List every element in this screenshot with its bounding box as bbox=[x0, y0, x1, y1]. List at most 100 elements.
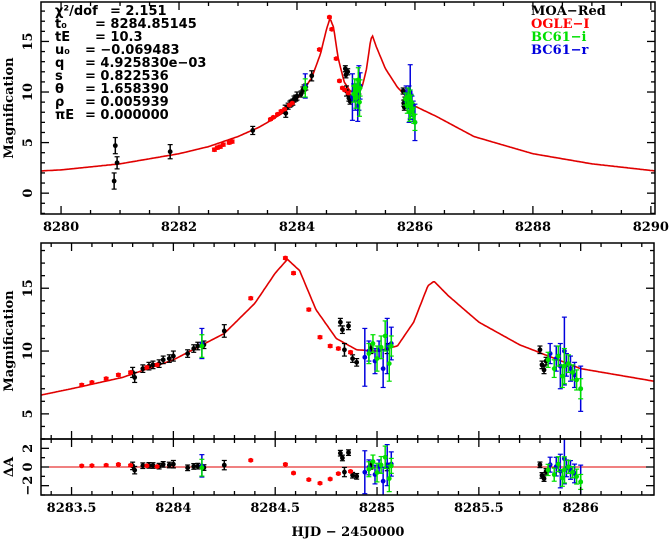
legend-bc61-i: BC61−i bbox=[531, 30, 587, 45]
data-point-ogle-i bbox=[289, 100, 295, 106]
data-marker bbox=[79, 463, 85, 469]
param-s-label: s bbox=[55, 69, 63, 84]
data-marker bbox=[345, 90, 351, 96]
data-point-ogle-i bbox=[326, 14, 332, 20]
data-marker bbox=[329, 26, 335, 32]
data-marker bbox=[570, 370, 575, 375]
data-point-ogle-i bbox=[128, 462, 134, 468]
data-point-ogle-i bbox=[144, 364, 150, 370]
data-marker bbox=[366, 466, 372, 472]
param-q-label: q bbox=[55, 56, 64, 71]
data-marker bbox=[199, 343, 205, 349]
data-marker bbox=[144, 463, 150, 469]
data-point-moa-red bbox=[309, 70, 315, 82]
data-marker bbox=[350, 356, 355, 361]
data-point-ogle-i bbox=[291, 470, 297, 476]
zoom-frame bbox=[40, 242, 655, 440]
data-marker bbox=[150, 362, 156, 368]
overview-y-tick-label: 5 bbox=[21, 138, 36, 147]
data-marker bbox=[568, 366, 573, 372]
data-point-bc61-i bbox=[370, 334, 376, 353]
data-marker bbox=[89, 380, 95, 385]
data-point-bc61-i bbox=[388, 457, 394, 474]
data-marker bbox=[140, 366, 146, 372]
data-marker bbox=[412, 119, 418, 125]
data-point-ogle-i bbox=[291, 270, 297, 276]
data-point-moa-red bbox=[114, 156, 120, 170]
data-point-moa-red bbox=[160, 355, 166, 365]
data-marker bbox=[555, 461, 561, 467]
data-marker bbox=[541, 476, 547, 481]
data-marker bbox=[327, 14, 332, 20]
data-point-bc61-i bbox=[551, 467, 557, 482]
data-marker bbox=[345, 69, 351, 75]
data-point-moa-red bbox=[170, 459, 176, 469]
data-point-bc61-r bbox=[362, 450, 368, 495]
data-marker bbox=[221, 462, 227, 468]
data-point-ogle-i bbox=[89, 380, 95, 385]
data-point-moa-red bbox=[354, 472, 360, 480]
data-point-moa-red bbox=[18, 394, 23, 404]
overview-x-tick-label: 8280 bbox=[43, 220, 79, 235]
data-marker bbox=[283, 110, 289, 116]
zoom-y-tick-label: 15 bbox=[21, 279, 36, 297]
data-point-bc61-i bbox=[561, 456, 567, 484]
param-te-label: tE bbox=[55, 30, 70, 45]
data-point-ogle-i bbox=[335, 471, 341, 477]
data-marker bbox=[185, 351, 191, 356]
data-marker bbox=[566, 464, 571, 470]
data-marker bbox=[380, 366, 386, 372]
data-marker bbox=[221, 328, 227, 334]
data-marker bbox=[366, 351, 372, 356]
data-point-moa-red bbox=[191, 344, 197, 353]
data-point-bc61-i bbox=[374, 345, 380, 372]
data-point-moa-red bbox=[339, 325, 345, 335]
data-marker bbox=[112, 143, 118, 149]
zoom-y-tick-label: 5 bbox=[21, 409, 36, 418]
data-point-bc61-i bbox=[578, 378, 584, 400]
data-marker bbox=[333, 56, 339, 62]
data-point-ogle-i bbox=[229, 139, 235, 144]
data-point-ogle-i bbox=[327, 476, 333, 482]
data-point-moa-red bbox=[341, 342, 347, 357]
data-point-bc61-r bbox=[572, 361, 578, 389]
data-marker bbox=[561, 363, 567, 369]
residual-x-tick-label: 8285 bbox=[359, 501, 395, 516]
data-point-moa-red bbox=[283, 108, 289, 118]
data-point-ogle-i bbox=[128, 370, 134, 375]
data-marker bbox=[154, 362, 160, 368]
data-point-bc61-i bbox=[551, 359, 557, 379]
data-marker bbox=[291, 270, 296, 276]
data-marker bbox=[340, 327, 345, 333]
overview-x-tick-label: 8290 bbox=[633, 220, 669, 235]
data-marker bbox=[103, 462, 109, 468]
data-marker bbox=[545, 467, 551, 473]
data-point-bc61-i bbox=[199, 458, 205, 477]
data-marker bbox=[374, 470, 380, 475]
residual-x-tick-label: 8283.5 bbox=[47, 501, 97, 516]
data-point-moa-red bbox=[221, 324, 227, 338]
data-marker bbox=[555, 353, 561, 359]
data-point-moa-red bbox=[195, 462, 201, 470]
residual-plot-area bbox=[41, 439, 654, 495]
param-theta-value: = 1.658390 bbox=[85, 82, 169, 97]
data-marker bbox=[382, 454, 388, 460]
data-point-bc61-i bbox=[570, 465, 576, 479]
data-point-bc61-i bbox=[574, 369, 580, 391]
legend-moa: MOA−Red bbox=[531, 4, 606, 19]
zoom-plot-area bbox=[18, 255, 654, 412]
data-marker bbox=[342, 347, 347, 353]
data-point-bc61-i bbox=[199, 334, 205, 358]
data-point-ogle-i bbox=[103, 376, 109, 382]
data-point-ogle-i bbox=[115, 462, 121, 467]
data-marker bbox=[166, 462, 172, 468]
data-point-moa-red bbox=[250, 125, 256, 136]
data-marker bbox=[570, 469, 575, 475]
data-point-moa-red bbox=[140, 462, 146, 470]
data-marker bbox=[388, 463, 394, 469]
data-marker bbox=[346, 323, 351, 329]
data-marker bbox=[140, 463, 146, 469]
data-marker bbox=[185, 465, 191, 471]
legend-bc61-r: BC61−r bbox=[531, 43, 589, 58]
overview-x-tick-label: 8282 bbox=[161, 220, 197, 235]
